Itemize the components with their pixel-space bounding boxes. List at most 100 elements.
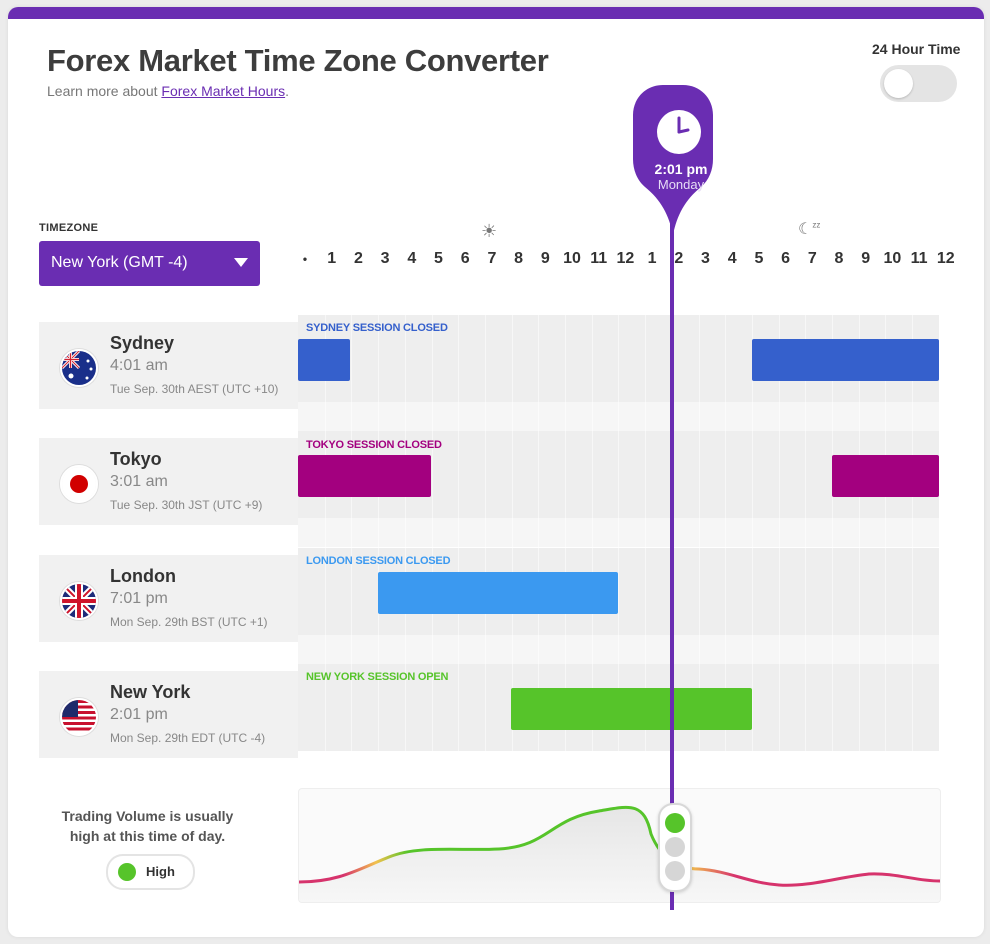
volume-curve-fill: [299, 807, 940, 902]
traffic-light-low: [665, 861, 685, 881]
city-card-tokyo: Tokyo 3:01 am Tue Sep. 30th JST (UTC +9): [39, 438, 298, 525]
sydney-session-label: SYDNEY SESSION CLOSED: [306, 322, 448, 334]
hour-label: 1: [647, 250, 657, 267]
london-session-bar[interactable]: [378, 572, 618, 614]
session-timeline: SYDNEY SESSION CLOSED TOKYO SESSION CLOS…: [298, 315, 939, 752]
london-session-label: LONDON SESSION CLOSED: [306, 555, 451, 567]
hour-gridline: [751, 315, 753, 752]
page-title: Forex Market Time Zone Converter: [47, 43, 549, 78]
hour-label: 4: [407, 250, 417, 267]
volume-level-badge: High: [106, 854, 195, 890]
japan-flag-icon: [60, 465, 98, 503]
hour-label: 10: [883, 250, 902, 267]
traffic-light-medium: [665, 837, 685, 857]
hour-label: 12: [616, 250, 635, 267]
hour-gridline: [858, 315, 860, 752]
hour-gridline: [778, 315, 780, 752]
timezone-selected-value: New York (GMT -4): [51, 254, 188, 271]
uk-flag-icon: [60, 582, 98, 620]
city-name: Tokyo: [110, 449, 162, 469]
hour-label: 6: [781, 250, 791, 267]
sydney-session-bar[interactable]: [298, 339, 350, 381]
24-hour-time-toggle[interactable]: [880, 65, 957, 102]
city-card-london: London 7:01 pm Mon Sep. 29th BST (UTC +1…: [39, 555, 298, 642]
hour-label: 4: [727, 250, 737, 267]
hour-label: 9: [861, 250, 871, 267]
toggle-knob: [884, 69, 913, 98]
city-card-sydney: Sydney 4:01 am Tue Sep. 30th AEST (UTC +…: [39, 322, 298, 409]
trading-volume-text: Trading Volume is usually high at this t…: [61, 808, 234, 844]
hour-gridline: [885, 315, 887, 752]
new-york-session-label: NEW YORK SESSION OPEN: [306, 671, 449, 683]
chevron-down-icon: [234, 258, 248, 267]
city-date: Mon Sep. 29th EDT (UTC -4): [110, 731, 266, 745]
hour-label: 11: [590, 250, 608, 267]
hour-label: 2: [353, 250, 363, 267]
hour-gridline: [725, 315, 727, 752]
city-card-new-york: New York 2:01 pm Mon Sep. 29th EDT (UTC …: [39, 671, 298, 758]
city-date: Tue Sep. 30th AEST (UTC +10): [110, 382, 279, 396]
city-date: Tue Sep. 30th JST (UTC +9): [110, 498, 263, 512]
hour-label: 6: [460, 250, 470, 267]
hour-gridline: [698, 315, 700, 752]
city-name: Sydney: [110, 333, 175, 353]
city-time: 3:01 am: [110, 473, 168, 490]
hour-gridline: [645, 315, 647, 752]
hour-gridline: [484, 315, 486, 752]
24-hour-time-label: 24 Hour Time: [872, 41, 961, 57]
tokyo-session-bar[interactable]: [832, 455, 939, 497]
city-time: 7:01 pm: [110, 590, 168, 607]
hour-gridline: [591, 315, 593, 752]
hour-gridline: [538, 315, 540, 752]
current-day: Monday: [657, 177, 705, 192]
volume-curve: [299, 805, 940, 887]
hour-label: 8: [514, 250, 524, 267]
current-time: 2:01 pm: [654, 161, 708, 177]
timezone-select[interactable]: New York (GMT -4): [39, 241, 260, 286]
moon-sleep-icon: ☾zz: [798, 220, 821, 238]
hour-label: 7: [487, 250, 497, 267]
hour-gridline: [404, 315, 406, 752]
learn-more-text: Learn more about Forex Market Hours.: [47, 83, 289, 99]
sun-icon: ☀: [481, 221, 498, 241]
hour-label: 12: [936, 250, 955, 267]
hour-gridline: [511, 315, 513, 752]
hour-gridline: [805, 315, 807, 752]
volume-traffic-light: [658, 803, 692, 892]
hour-label: 2: [674, 250, 684, 267]
volume-level-label: High: [146, 864, 175, 879]
tokyo-session-bar[interactable]: [298, 455, 431, 497]
hour-label: 5: [434, 250, 443, 267]
hour-label: 11: [910, 250, 928, 267]
learn-more-prefix: Learn more about: [47, 83, 162, 99]
hour-gridline: [565, 315, 566, 752]
hour-label: 3: [380, 250, 390, 267]
hour-marker-dot: •: [302, 252, 308, 266]
hour-gridline: [618, 315, 620, 752]
hour-gridline: [351, 315, 353, 752]
hour-gridline: [324, 315, 326, 752]
sydney-session-bar[interactable]: [752, 339, 939, 381]
forex-market-hours-link[interactable]: Forex Market Hours: [161, 83, 286, 99]
current-time-readout: 2:01 pm Monday: [641, 76, 721, 206]
hour-label: 8: [834, 250, 844, 267]
hour-gridline: [378, 315, 380, 752]
tokyo-session-label: TOKYO SESSION CLOSED: [306, 439, 442, 451]
trading-volume-chart: [298, 788, 941, 903]
learn-more-suffix: .: [285, 83, 289, 99]
volume-level-dot: [118, 863, 136, 881]
accent-bar: [8, 7, 984, 19]
hour-label: 7: [807, 250, 817, 267]
hour-label: 1: [327, 250, 337, 267]
city-time: 2:01 pm: [110, 706, 168, 723]
timezone-label: TIMEZONE: [39, 222, 99, 234]
traffic-light-high: [665, 813, 685, 833]
new-york-session-bar[interactable]: [511, 688, 752, 730]
hour-label: 5: [754, 250, 764, 267]
city-name: New York: [110, 682, 191, 702]
city-date: Mon Sep. 29th BST (UTC +1): [110, 615, 268, 629]
hour-label: 10: [563, 250, 581, 267]
city-time: 4:01 am: [110, 357, 168, 374]
us-flag-icon: [60, 698, 98, 736]
hour-gridline: [431, 315, 433, 752]
